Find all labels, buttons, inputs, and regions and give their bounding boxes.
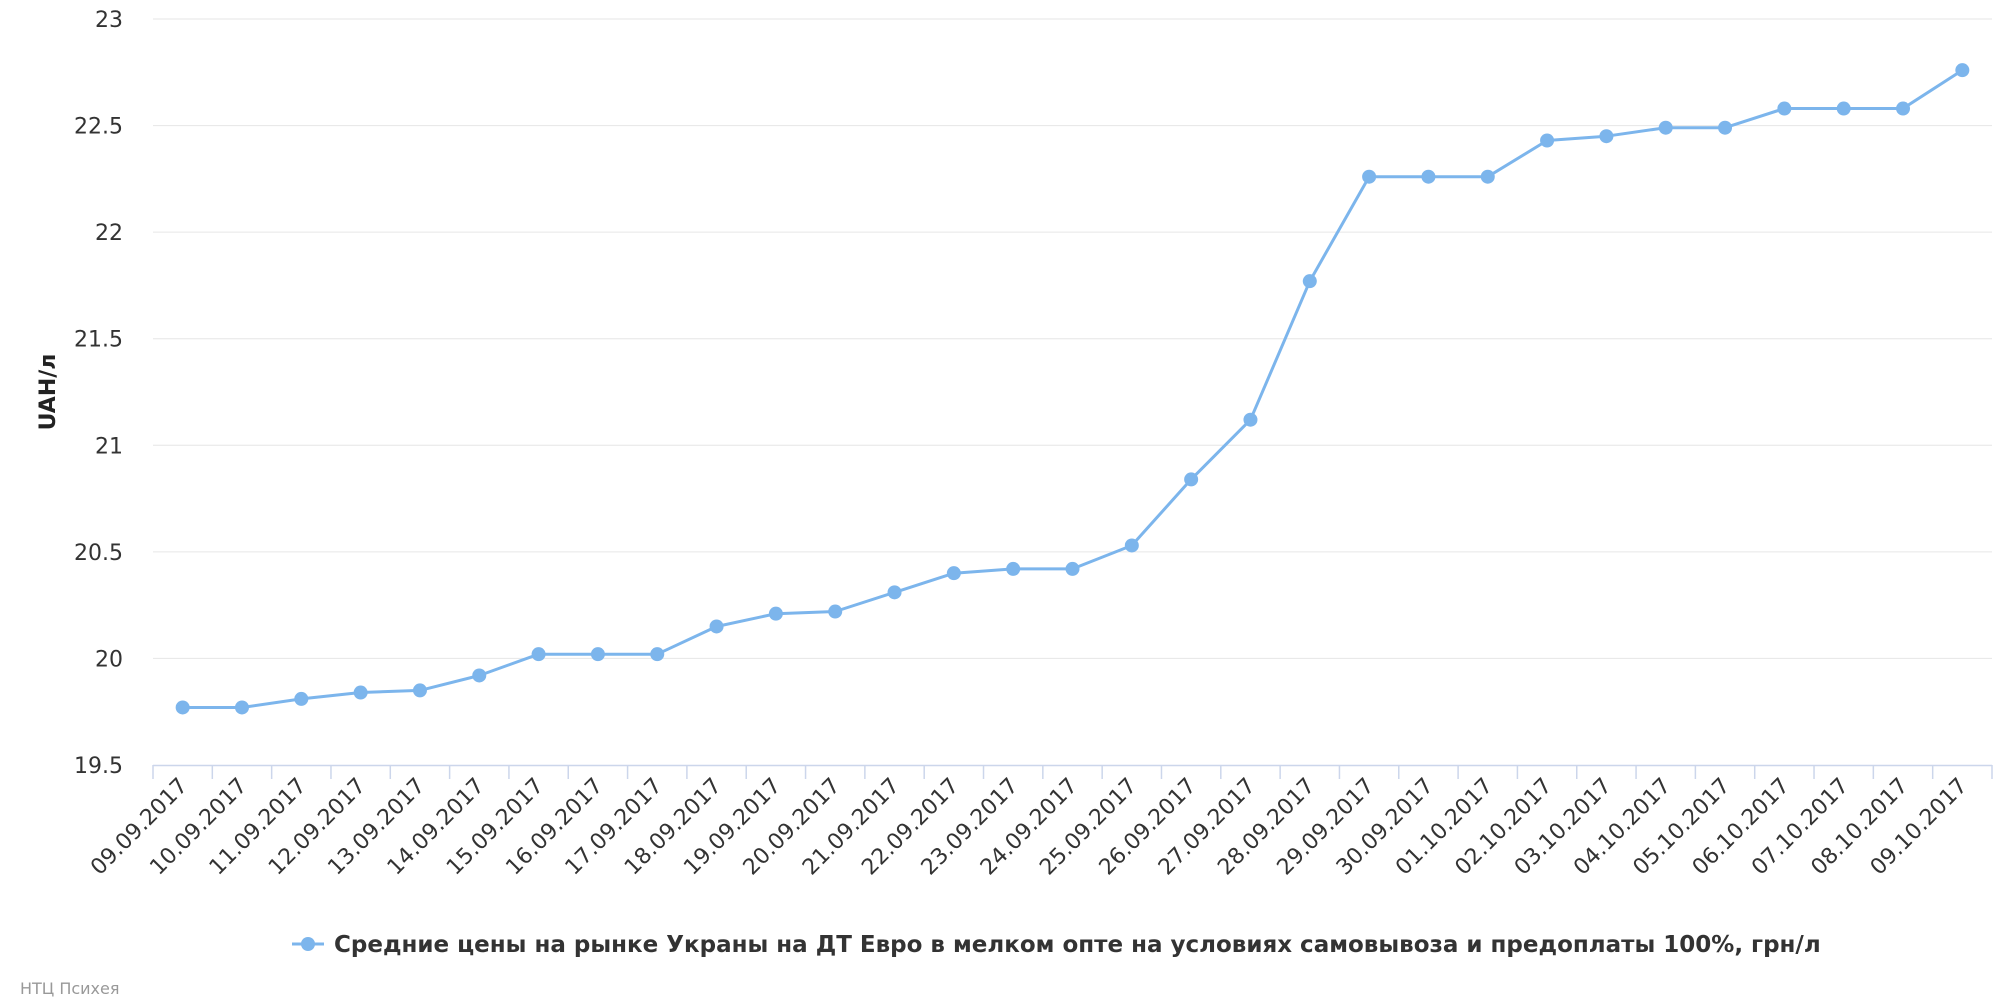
data-point[interactable] bbox=[472, 668, 487, 683]
x-axis-tick-labels: 09.09.201710.09.201711.09.201712.09.2017… bbox=[86, 774, 1972, 881]
data-point[interactable] bbox=[946, 566, 961, 581]
data-point[interactable] bbox=[1599, 129, 1614, 144]
y-tick-label: 21 bbox=[95, 434, 123, 459]
x-axis-ticks bbox=[152, 765, 1993, 779]
data-point[interactable] bbox=[1836, 101, 1851, 116]
data-point[interactable] bbox=[294, 691, 309, 706]
data-point[interactable] bbox=[1184, 472, 1199, 487]
data-point[interactable] bbox=[1955, 63, 1970, 78]
data-point[interactable] bbox=[1658, 120, 1673, 135]
data-point[interactable] bbox=[1718, 120, 1733, 135]
data-point[interactable] bbox=[1124, 538, 1139, 553]
data-point[interactable] bbox=[1540, 133, 1555, 148]
y-tick-label: 22 bbox=[95, 221, 123, 246]
data-point[interactable] bbox=[1243, 412, 1258, 427]
data-point[interactable] bbox=[531, 647, 546, 662]
data-point[interactable] bbox=[828, 604, 843, 619]
y-tick-label: 23 bbox=[95, 8, 123, 33]
y-axis-tick-labels: 19.5 20 20.5 21 21.5 22 22.5 23 bbox=[74, 8, 123, 779]
data-point[interactable] bbox=[1421, 169, 1436, 184]
data-point[interactable] bbox=[768, 606, 783, 621]
data-point[interactable] bbox=[234, 700, 249, 715]
data-point[interactable] bbox=[175, 700, 190, 715]
data-point[interactable] bbox=[709, 619, 724, 634]
data-point[interactable] bbox=[1480, 169, 1495, 184]
data-point[interactable] bbox=[1777, 101, 1792, 116]
data-point[interactable] bbox=[353, 685, 368, 700]
data-point[interactable] bbox=[1065, 561, 1080, 576]
data-point[interactable] bbox=[412, 683, 427, 698]
data-point[interactable] bbox=[887, 585, 902, 600]
credits[interactable]: НТЦ Психея bbox=[20, 979, 119, 998]
legend-label: Средние цены на рынке Украны на ДТ Евро … bbox=[334, 932, 1821, 958]
data-point[interactable] bbox=[1362, 169, 1377, 184]
data-point[interactable] bbox=[1006, 561, 1021, 576]
y-tick-label: 21.5 bbox=[74, 328, 123, 353]
series-line bbox=[182, 68, 1964, 709]
grid-lines bbox=[153, 18, 1992, 659]
data-point[interactable] bbox=[590, 647, 605, 662]
legend[interactable]: Средние цены на рынке Украны на ДТ Евро … bbox=[292, 932, 1821, 958]
y-tick-label: 22.5 bbox=[74, 115, 123, 140]
data-point[interactable] bbox=[1302, 274, 1317, 289]
y-tick-label: 20.5 bbox=[74, 541, 123, 566]
legend-marker-icon bbox=[301, 937, 315, 951]
y-tick-label: 20 bbox=[95, 647, 123, 672]
data-point[interactable] bbox=[1896, 101, 1911, 116]
series-points bbox=[175, 63, 1970, 715]
y-axis-title: UAH/л bbox=[36, 354, 61, 431]
data-point[interactable] bbox=[650, 647, 665, 662]
y-tick-label: 19.5 bbox=[74, 754, 123, 779]
